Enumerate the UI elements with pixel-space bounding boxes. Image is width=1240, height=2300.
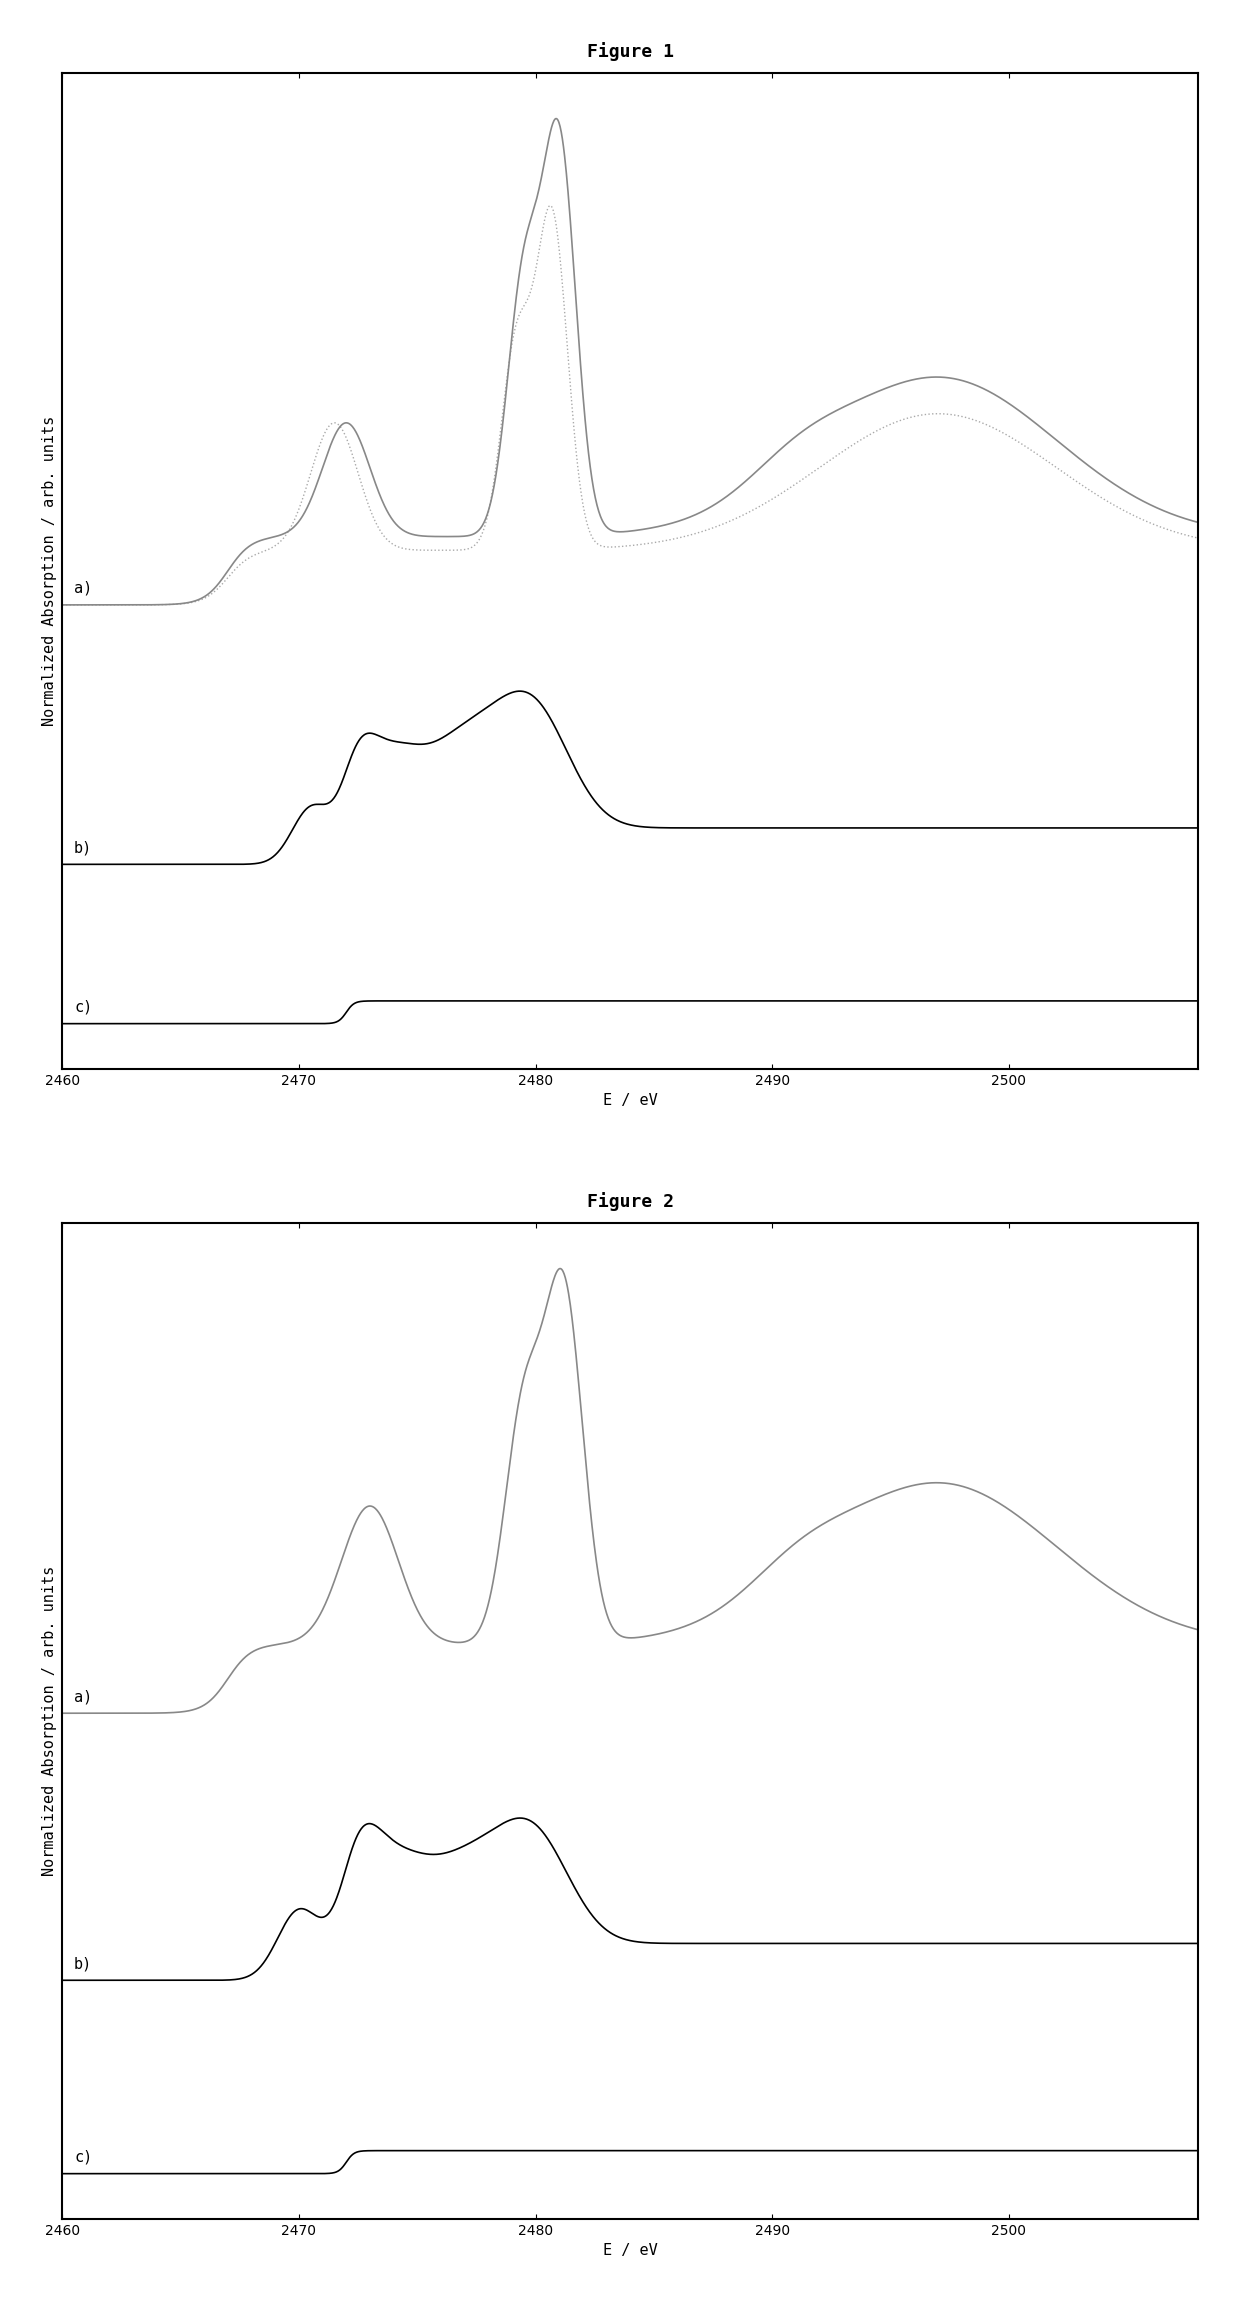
Text: b): b) <box>74 1955 92 1971</box>
Y-axis label: Normalized Absorption / arb. units: Normalized Absorption / arb. units <box>42 1566 57 1877</box>
Title: Figure 2: Figure 2 <box>587 1191 673 1210</box>
Text: b): b) <box>74 840 92 856</box>
X-axis label: E / eV: E / eV <box>603 1092 657 1109</box>
Text: c): c) <box>74 2150 92 2164</box>
Text: a): a) <box>74 582 92 596</box>
Text: a): a) <box>74 1688 92 1704</box>
Y-axis label: Normalized Absorption / arb. units: Normalized Absorption / arb. units <box>42 416 57 727</box>
Text: c): c) <box>74 1000 92 1014</box>
X-axis label: E / eV: E / eV <box>603 2242 657 2259</box>
Title: Figure 1: Figure 1 <box>587 41 673 60</box>
